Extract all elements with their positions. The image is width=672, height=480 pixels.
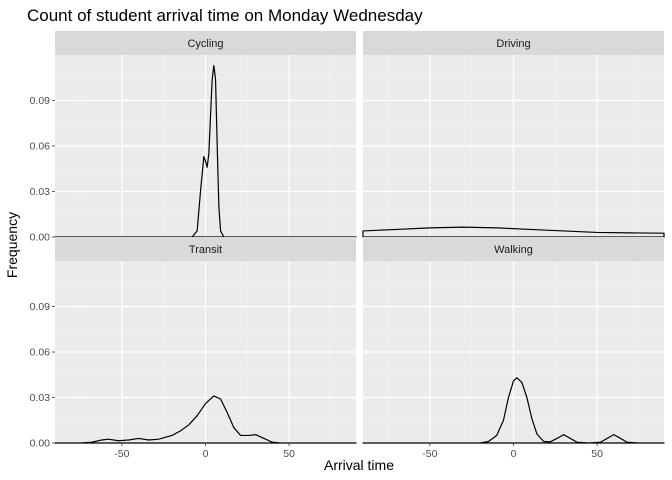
x-tick-label: 50	[591, 448, 603, 460]
density-curve	[54, 65, 357, 238]
y-tick-label: 0.00	[30, 438, 51, 450]
density-curve	[54, 395, 357, 444]
y-tick-label: 0.09	[30, 301, 51, 313]
facet-panels: Cycling 0.00 0.03 0.06 0.09 Driving Transit 0.0…	[30, 31, 665, 460]
x-axis-title: Arrival time	[324, 457, 394, 473]
y-tick-label: 0.00	[30, 232, 51, 244]
x-tick-label: 0	[203, 448, 209, 460]
density-curve	[362, 226, 665, 238]
x-tick-label: -50	[422, 448, 437, 460]
chart-title: Count of student arrival time on Monday …	[27, 6, 423, 25]
y-tick-label: 0.06	[30, 347, 51, 359]
facet-strip	[55, 237, 356, 261]
y-tick-label: 0.03	[30, 392, 51, 404]
x-tick-label: 50	[283, 448, 295, 460]
facet-strip-label: Walking	[494, 244, 533, 256]
facet-driving: Driving	[362, 31, 665, 238]
facet-transit: Transit 0.00 0.03 0.06 0.09 -50 0 50	[30, 237, 357, 460]
y-axis-title: Frequency	[4, 212, 20, 278]
x-tick-label: -50	[114, 448, 129, 460]
facet-strip	[55, 31, 356, 55]
facet-cycling: Cycling 0.00 0.03 0.06 0.09	[30, 31, 357, 244]
facet-strip-label: Driving	[496, 38, 530, 50]
y-tick-label: 0.03	[30, 186, 51, 198]
facet-walking: Walking -50 0 50	[362, 237, 665, 460]
facet-strip-label: Transit	[189, 244, 222, 256]
y-tick-label: 0.06	[30, 141, 51, 153]
y-tick-label: 0.09	[30, 95, 51, 107]
density-curve	[362, 377, 665, 444]
x-tick-label: 0	[511, 448, 517, 460]
facet-strip	[363, 31, 664, 55]
facet-strip-label: Cycling	[187, 38, 223, 50]
facet-strip	[363, 237, 664, 261]
